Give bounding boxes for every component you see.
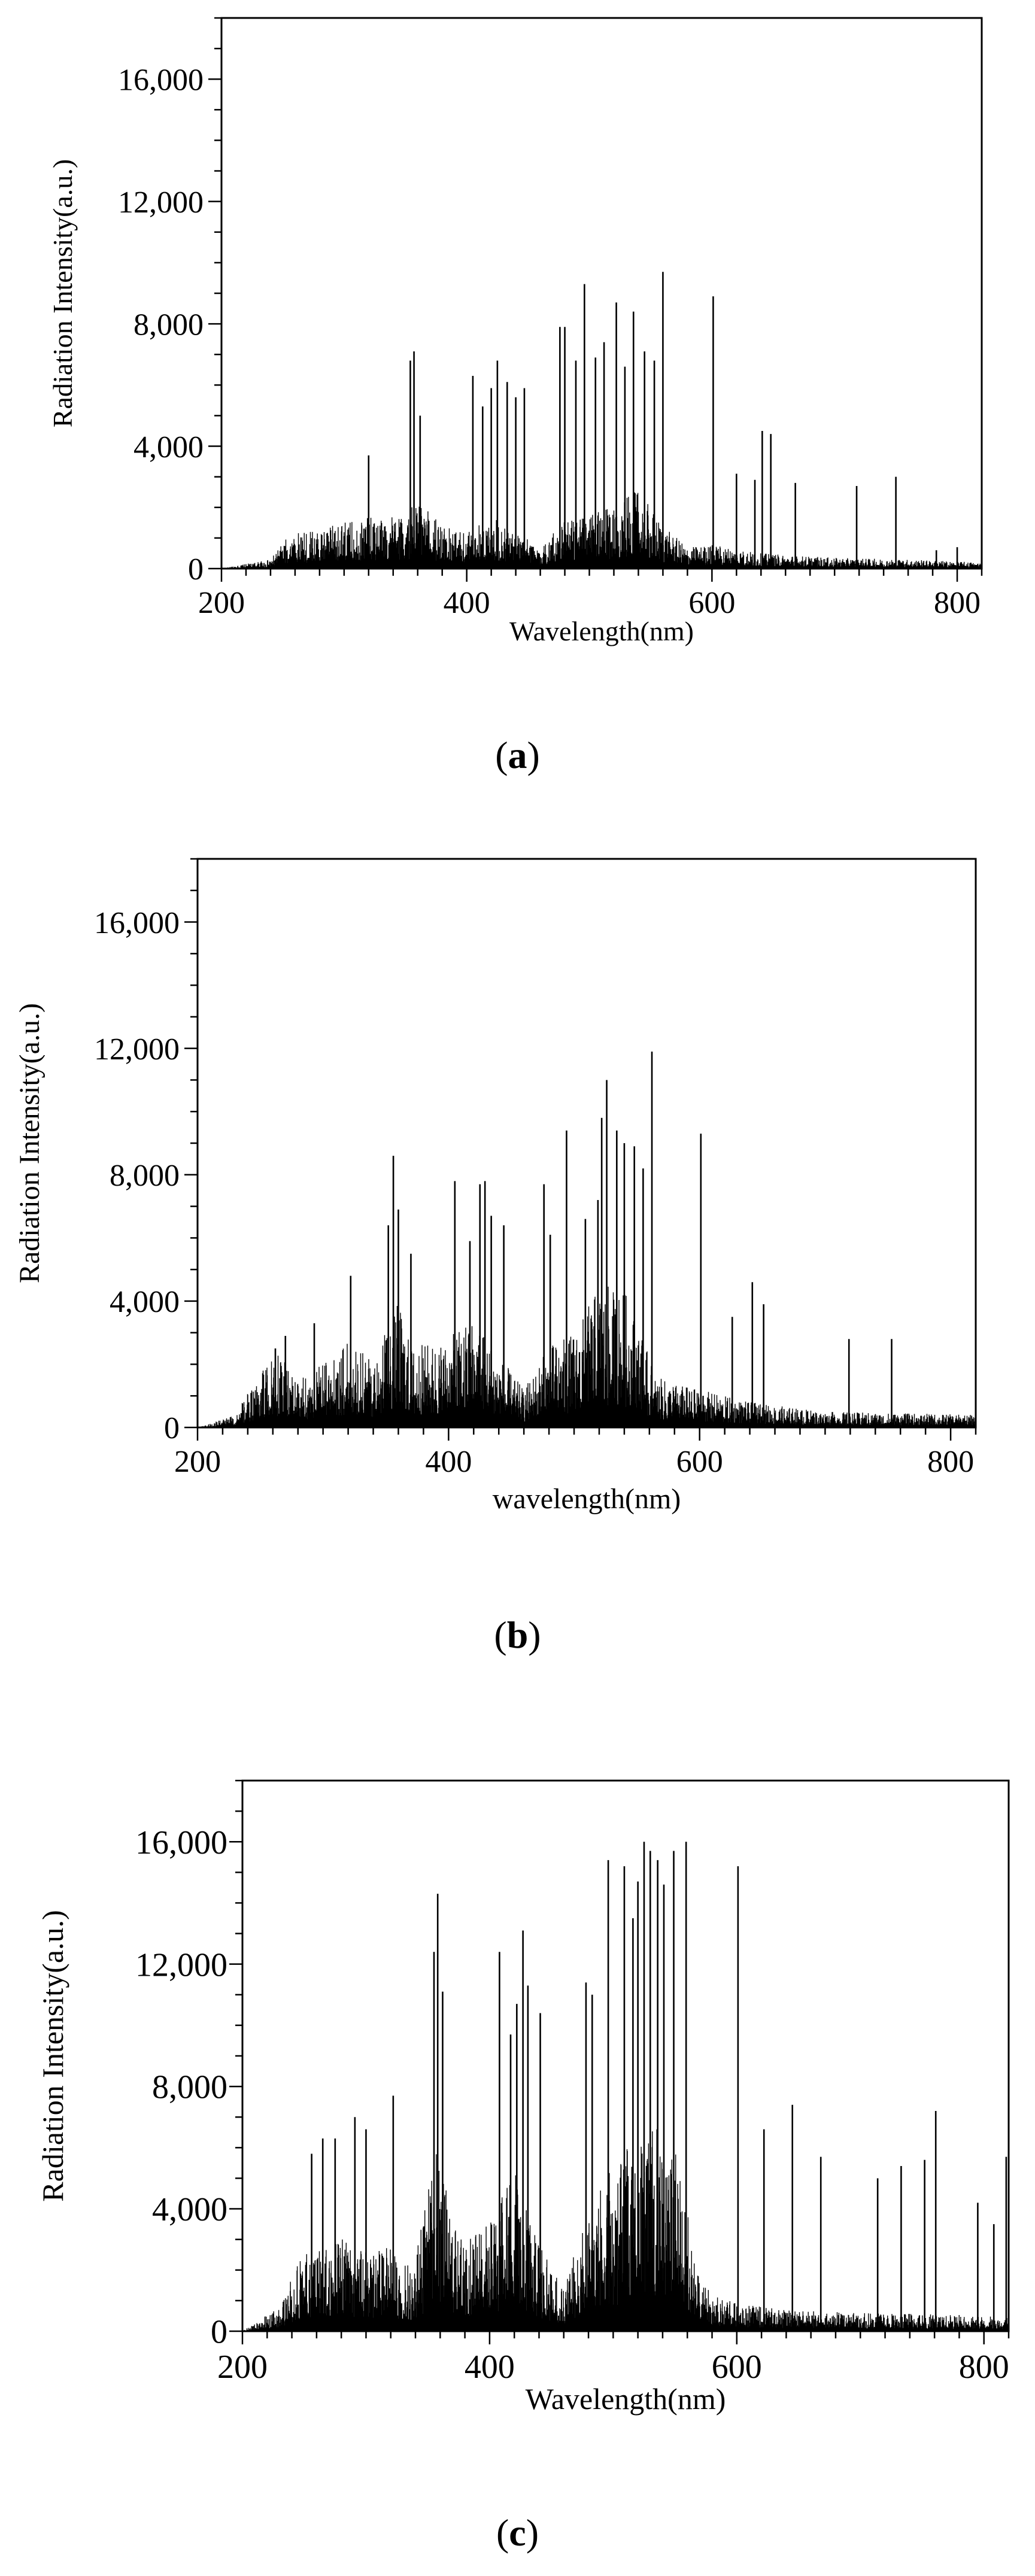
spectrum-chart-a: 0 4,000 8,000 12,000 16,000 200 400 600 800 Wavel… (47, 17, 983, 646)
y-tick-label: 4,000 (133, 430, 204, 464)
panel-label-c: (c) (496, 2511, 539, 2554)
y-tick-label: 12,000 (118, 186, 204, 220)
x-tick-label: 200 (174, 1445, 221, 1479)
y-tick-label: 12,000 (94, 1032, 180, 1067)
y-tick-label: 0 (211, 2314, 227, 2351)
x-axis-label: wavelength(nm) (493, 1483, 681, 1515)
y-axis-label: Radiation Intensity(a.u.) (47, 159, 78, 427)
y-tick-label: 12,000 (135, 1946, 227, 1983)
x-tick-label: 600 (712, 2349, 762, 2386)
y-tick-label: 16,000 (94, 906, 180, 940)
x-tick-label: 800 (927, 1445, 974, 1479)
spectrum-noise-c (242, 2129, 1009, 2331)
peak-group-b (274, 1051, 893, 1427)
y-tick-label: 0 (164, 1411, 180, 1445)
y-tick-label: 0 (188, 552, 204, 587)
y-tick-label: 8,000 (152, 2069, 227, 2106)
x-tick-label: 400 (425, 1445, 472, 1479)
spectrum-chart-b: 0 4,000 8,000 12,000 16,000 200 400 600 800 wavel… (14, 858, 977, 1515)
peak-group-a (368, 272, 958, 569)
y-tick-label: 8,000 (110, 1159, 180, 1193)
plot-frame (220, 17, 983, 570)
y-tick-label: 16,000 (118, 63, 204, 97)
x-tick-label: 200 (217, 2349, 268, 2386)
panel-label-b: (b) (494, 1614, 541, 1656)
x-axis-label: Wavelength(nm) (526, 2382, 726, 2416)
x-tick-label: 400 (465, 2349, 515, 2386)
x-tick-label: 600 (688, 586, 735, 620)
x-tick-label: 200 (198, 586, 245, 620)
y-axis-label: Radiation Intensity(a.u.) (14, 1003, 45, 1283)
x-tick-label: 800 (959, 2349, 1009, 2386)
x-tick-label: 600 (676, 1445, 723, 1479)
peak-group-c (311, 1842, 1007, 2331)
y-tick-label: 16,000 (135, 1824, 227, 1861)
panel-label-a: (a) (495, 734, 540, 776)
y-tick-label: 4,000 (152, 2191, 227, 2228)
y-tick-label: 8,000 (133, 308, 204, 342)
spectrum-chart-c: 0 4,000 8,000 12,000 16,000 200 400 600 800 Wavel… (36, 1779, 1010, 2416)
x-axis-label: Wavelength(nm) (509, 616, 694, 646)
x-tick-label: 800 (934, 586, 981, 620)
spectrum-noise-a (222, 492, 982, 569)
y-axis-label: Radiation Intensity(a.u.) (36, 1910, 69, 2201)
y-tick-label: 4,000 (110, 1285, 180, 1319)
x-tick-label: 400 (444, 586, 490, 620)
